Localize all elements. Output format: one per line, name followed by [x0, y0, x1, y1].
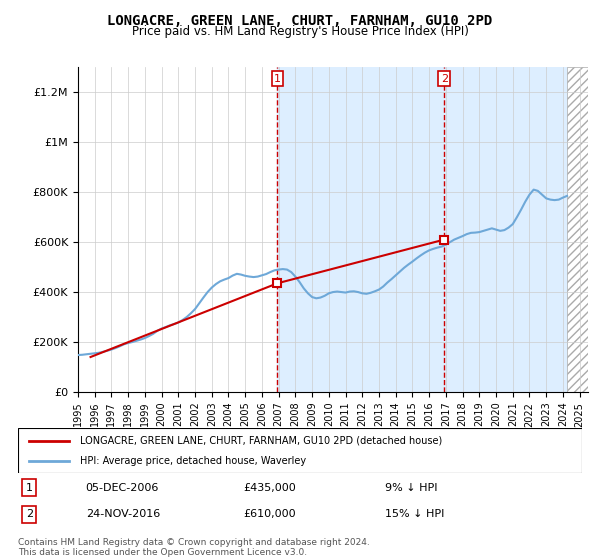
Text: 1: 1	[274, 74, 281, 83]
Text: 1: 1	[26, 483, 33, 493]
Bar	[567, 67, 588, 392]
Text: 2: 2	[440, 74, 448, 83]
Text: Contains HM Land Registry data © Crown copyright and database right 2024.
This d: Contains HM Land Registry data © Crown c…	[18, 538, 370, 557]
Text: 15% ↓ HPI: 15% ↓ HPI	[385, 509, 444, 519]
Text: 05-DEC-2006: 05-DEC-2006	[86, 483, 159, 493]
Text: £435,000: £435,000	[244, 483, 296, 493]
Text: 9% ↓ HPI: 9% ↓ HPI	[385, 483, 437, 493]
Text: HPI: Average price, detached house, Waverley: HPI: Average price, detached house, Wave…	[80, 456, 306, 466]
Text: LONGACRE, GREEN LANE, CHURT, FARNHAM, GU10 2PD (detached house): LONGACRE, GREEN LANE, CHURT, FARNHAM, GU…	[80, 436, 442, 446]
Text: 24-NOV-2016: 24-NOV-2016	[86, 509, 160, 519]
Text: LONGACRE, GREEN LANE, CHURT, FARNHAM, GU10 2PD: LONGACRE, GREEN LANE, CHURT, FARNHAM, GU…	[107, 14, 493, 28]
Text: £610,000: £610,000	[244, 509, 296, 519]
Text: 2: 2	[26, 509, 33, 519]
Text: Price paid vs. HM Land Registry's House Price Index (HPI): Price paid vs. HM Land Registry's House …	[131, 25, 469, 38]
FancyBboxPatch shape	[18, 428, 582, 473]
Bar	[277, 67, 567, 392]
